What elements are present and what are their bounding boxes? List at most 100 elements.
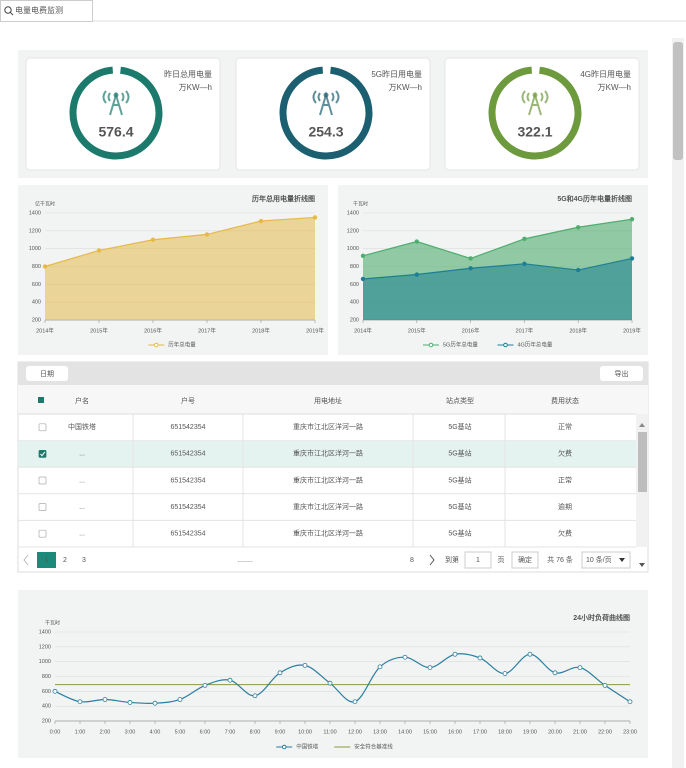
scroll-down-arrow[interactable] — [639, 563, 645, 567]
column-header: 用电地址 — [314, 396, 342, 405]
page-input-value[interactable]: 1 — [476, 557, 480, 564]
page-scrollbar-thumb[interactable] — [673, 42, 683, 160]
page-input[interactable] — [464, 551, 492, 569]
select-all-checkbox[interactable] — [38, 397, 44, 403]
x-tick-label: 18:00 — [498, 729, 512, 735]
cell: 651542354 — [170, 504, 205, 511]
cell: 重庆市江北区洋河一路 — [293, 502, 363, 511]
point — [602, 683, 608, 688]
export-button[interactable] — [600, 366, 643, 381]
row-checkbox[interactable] — [38, 529, 47, 538]
point — [277, 670, 283, 676]
point — [452, 651, 458, 657]
row-checkbox[interactable] — [38, 503, 47, 511]
cell: 正常 — [558, 422, 572, 431]
current-page[interactable] — [37, 552, 56, 568]
tab[interactable] — [0, 0, 93, 22]
point — [522, 261, 527, 267]
row-checkbox[interactable] — [38, 423, 47, 432]
point — [360, 253, 366, 258]
point — [227, 677, 233, 683]
x-tick-label: 10:00 — [298, 729, 312, 735]
y-tick-label: 800 — [350, 264, 359, 270]
row-checkbox[interactable] — [38, 476, 47, 485]
page-size[interactable]: 10 条/页 — [586, 555, 612, 564]
point — [202, 683, 208, 688]
page-number[interactable]: 8 — [410, 557, 414, 564]
y-tick-label: 600 — [350, 282, 359, 288]
y-axis-label: 千瓦时 — [45, 619, 60, 626]
date-button[interactable] — [26, 366, 68, 381]
x-tick-label: 2014年 — [354, 326, 372, 334]
area — [363, 258, 632, 320]
next-page[interactable] — [429, 554, 435, 566]
x-tick-label: 2016年 — [462, 326, 480, 334]
line — [44, 216, 316, 268]
y-tick-label: 1200 — [39, 644, 51, 650]
cell: 重庆市江北区洋河一路 — [293, 475, 363, 484]
scroll-up-arrow[interactable] — [639, 423, 645, 427]
x-tick-label: 23:00 — [623, 729, 637, 735]
gauge-ring — [279, 66, 373, 160]
cell: 5G基站 — [448, 422, 471, 431]
point — [360, 276, 366, 282]
line — [362, 257, 633, 280]
point — [577, 665, 583, 670]
y-tick-label: 200 — [32, 317, 41, 323]
cell: ... — [79, 531, 85, 538]
antenna-icon — [323, 92, 329, 98]
gauge-value: 576.4 — [98, 124, 133, 140]
page-ellipsis: ........ — [237, 557, 253, 564]
point — [177, 697, 183, 702]
table-toolbar — [18, 362, 648, 385]
legend-swatch — [503, 342, 508, 348]
row-checkbox[interactable] — [38, 450, 47, 458]
export-button-label[interactable]: 导出 — [615, 369, 629, 378]
y-tick-label: 1400 — [39, 629, 51, 635]
page-number[interactable]: 2 — [63, 557, 67, 564]
gauge-value: 254.3 — [308, 124, 343, 140]
check-mark — [40, 451, 46, 457]
point — [327, 680, 333, 686]
x-tick-label: 22:00 — [598, 729, 612, 735]
prev-page[interactable] — [23, 554, 29, 566]
x-tick-label: 2014年 — [36, 326, 54, 334]
x-tick-label: 4:00 — [150, 729, 161, 735]
cell: 651542354 — [170, 477, 205, 484]
page-size-select[interactable] — [581, 551, 631, 569]
table-scrollbar-thumb[interactable] — [638, 432, 647, 492]
row-highlight — [18, 440, 636, 468]
point — [427, 665, 433, 670]
tab-title[interactable]: 电量电费监测 — [15, 5, 63, 15]
point — [502, 671, 508, 676]
point — [77, 699, 83, 705]
cell: 651542354 — [170, 424, 205, 431]
chart-title: 24小时负荷曲线图 — [573, 613, 630, 622]
column-header: 户号 — [181, 396, 195, 405]
confirm-button[interactable] — [511, 551, 539, 569]
page-scrollbar[interactable] — [672, 38, 684, 768]
cell: 重庆市江北区洋河一路 — [293, 529, 363, 538]
column-header: 站点类型 — [446, 396, 474, 405]
point — [629, 217, 635, 222]
x-tick-label: 2016年 — [144, 326, 162, 334]
y-tick-label: 1000 — [39, 659, 51, 665]
point — [468, 256, 473, 261]
point — [402, 654, 408, 660]
point — [150, 237, 156, 242]
cell: 重庆市江北区洋河一路 — [293, 422, 363, 431]
x-tick-label: 2019年 — [306, 326, 324, 334]
confirm-label[interactable]: 确定 — [518, 555, 532, 564]
page-number[interactable]: 3 — [82, 557, 86, 564]
tab-icon — [9, 11, 14, 16]
date-button-label[interactable]: 日期 — [40, 370, 54, 378]
page-number[interactable]: 1 — [45, 557, 49, 564]
antenna-icon — [532, 92, 538, 98]
point — [152, 700, 158, 706]
point — [312, 215, 318, 220]
page-unit: 页 — [498, 556, 505, 564]
gauge-value: 322.1 — [517, 124, 552, 140]
column-header: 户名 — [75, 396, 89, 405]
